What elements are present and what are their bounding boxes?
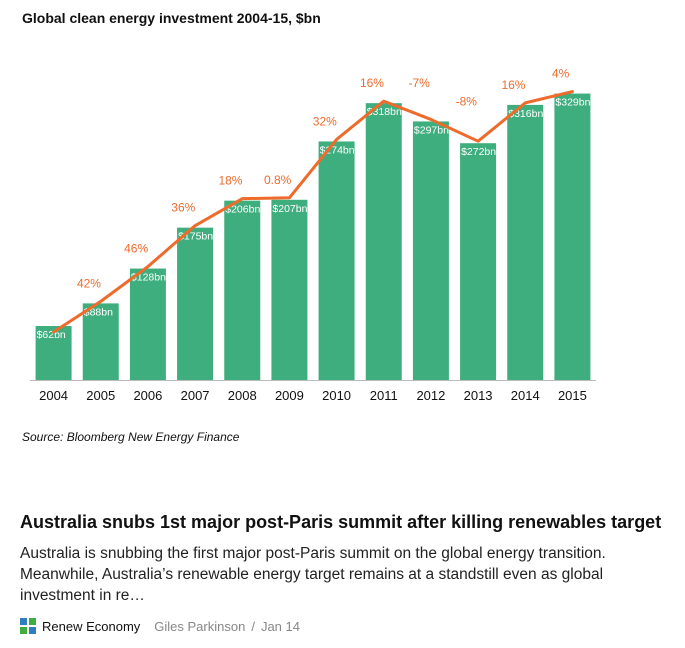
x-tick-label-2005: 2005 [86,388,115,403]
bar-2011 [365,103,402,380]
bar-2015 [554,93,591,380]
x-tick-label-2015: 2015 [558,388,587,403]
growth-label-2013: -8% [456,94,478,108]
growth-label-2006: 46% [124,242,148,256]
bar-value-label-2006: $128bn [131,272,166,284]
bar-2006 [129,268,166,380]
publish-date: Jan 14 [260,618,300,634]
x-tick-label-2013: 2013 [464,388,493,403]
bar-2010 [318,141,355,380]
x-tick-label-2006: 2006 [133,388,162,403]
x-tick-label-2008: 2008 [228,388,257,403]
x-tick-label-2009: 2009 [275,388,304,403]
article-headline[interactable]: Australia snubs 1st major post-Paris sum… [20,512,662,532]
bar-value-label-2013: $272bn [461,146,496,158]
x-tick-label-2011: 2011 [370,388,398,403]
article-meta: Renew Economy Giles Parkinson / Jan 14 [20,617,300,635]
bar-2005 [82,303,119,380]
growth-label-2011: 16% [360,76,384,90]
site-name[interactable]: Renew Economy [42,618,141,634]
growth-label-2014: 16% [501,78,525,92]
growth-label-2015: 4% [552,67,570,81]
growth-label-2012: -7% [408,76,430,90]
meta-separator: / [251,618,255,634]
growth-label-2005: 42% [77,276,101,290]
bar-2012 [412,121,449,380]
x-tick-label-2012: 2012 [416,388,445,403]
bar-2014 [507,104,544,381]
article-excerpt: Australia is snubbing the first major po… [20,545,606,604]
chart-plot: $62bn$88bn$128bn$175bn$206bn $207bn$274bn… [30,67,596,403]
bar-value-label-2008: $206bn [225,204,260,216]
bar-value-label-2015: $329bn [555,97,590,109]
bar-2009 [271,199,308,380]
growth-label-2007: 36% [171,201,195,215]
bar-value-label-2009: $207bn [272,203,307,215]
bar-2013 [460,143,497,380]
growth-label-2009: 0.8% [264,173,292,187]
bar-value-label-2004: $62bn [37,329,66,341]
chart-card: Global clean energy investment 2004-15, … [22,10,596,444]
bar-2007 [177,227,214,380]
x-tick-label-2007: 2007 [181,388,210,403]
author-name[interactable]: Giles Parkinson [154,618,246,634]
x-tick-label-2014: 2014 [511,388,540,403]
x-tick-label-2004: 2004 [39,388,68,403]
renew-economy-logo-icon [20,618,36,634]
growth-line [52,90,574,334]
growth-label-2008: 18% [218,174,242,188]
bar-value-label-2012: $297bn [414,124,449,136]
growth-label-2010: 32% [313,114,337,128]
chart-source: Source: Bloomberg New Energy Finance [22,430,240,444]
x-tick-label-2010: 2010 [322,388,351,403]
bar-2008 [224,200,261,380]
bar-2004 [35,326,72,380]
chart-title: Global clean energy investment 2004-15, … [22,10,321,26]
